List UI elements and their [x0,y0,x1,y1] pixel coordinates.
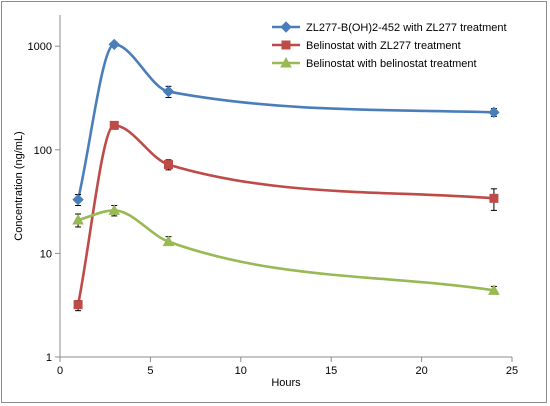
y-ticks: 1 10 100 1000 [28,41,60,364]
x-tick-label: 15 [325,365,337,377]
series-layer [72,38,500,312]
legend-label: Belinostat with ZL277 treatment [306,40,461,52]
data-point [72,193,84,206]
data-point [163,160,173,170]
y-axis-title: Concentration (ng/mL) [13,131,25,240]
legend-label: Belinostat with belinostat treatment [306,58,477,70]
x-tick-label: 5 [147,365,153,377]
series-line [76,124,495,305]
x-axis-title: Hours [271,377,301,389]
data-point [488,284,500,295]
data-point [162,85,175,98]
series-line [76,43,494,200]
x-tick-label: 10 [235,365,247,377]
y-tick-label: 1 [46,352,52,364]
series-line [77,209,495,292]
series-3 [72,204,500,295]
legend-marker [281,40,291,50]
y-tick-label: 100 [34,145,52,157]
x-tick-label: 25 [506,365,518,377]
data-point [109,120,119,130]
x-tick-label: 0 [57,365,63,377]
y-tick-label: 10 [40,248,52,260]
series-2 [73,120,499,312]
legend-item-3: Belinostat with belinostat treatment [272,56,477,70]
legend-marker [280,21,292,33]
x-ticks: 0 5 10 15 20 25 [57,357,518,377]
legend-item-2: Belinostat with ZL277 treatment [272,40,461,52]
series-1 [72,38,500,206]
x-tick-label: 20 [415,365,427,377]
data-point [72,213,84,225]
legend-marker [280,56,292,68]
legend-item-1: ZL277-B(OH)2-452 with ZL277 treatment [272,21,507,34]
data-point [108,204,121,215]
data-point [73,300,83,310]
data-point [108,38,120,51]
legend: ZL277-B(OH)2-452 with ZL277 treatment Bel… [272,21,507,70]
axes: 0 5 10 15 20 25 1 10 100 1000 [28,15,518,377]
legend-label: ZL277-B(OH)2-452 with ZL277 treatment [306,22,507,34]
data-point [488,106,500,119]
data-point [489,193,499,203]
data-point [162,235,175,247]
y-tick-label: 1000 [28,41,52,53]
